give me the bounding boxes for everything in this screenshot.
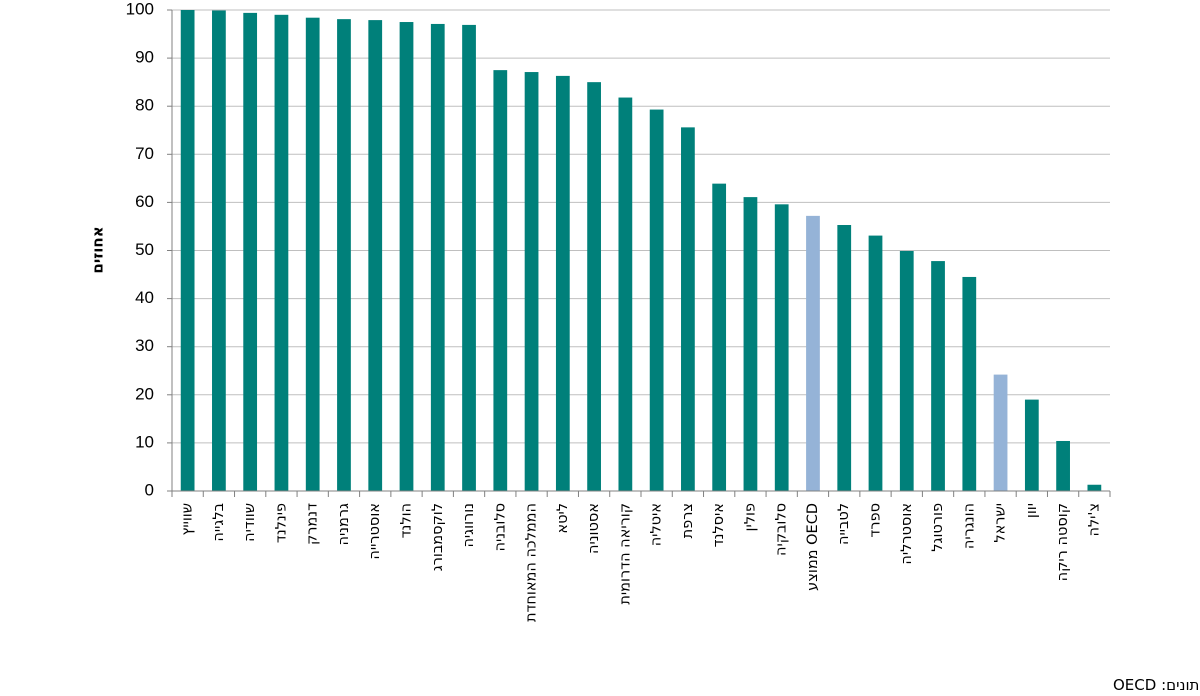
bar xyxy=(180,10,195,491)
x-tick-label: נורווגיה xyxy=(461,503,477,548)
x-tick-label: שווייץ xyxy=(180,503,196,535)
x-tick-label: צ'ילה xyxy=(1086,503,1102,537)
bar xyxy=(1024,399,1039,491)
bar xyxy=(305,17,320,492)
bar xyxy=(681,127,695,491)
bar xyxy=(993,374,1008,491)
bar xyxy=(274,14,289,492)
x-tick-label: שוודיה xyxy=(242,503,258,542)
y-tick-label: 20 xyxy=(135,384,154,403)
x-tick-label: לטבייה xyxy=(836,503,852,545)
bar xyxy=(837,225,852,491)
bar xyxy=(212,10,226,492)
y-tick-label: 0 xyxy=(145,480,154,499)
x-tick-label: איסלנד xyxy=(711,503,727,547)
x-tick-label: ממוצע OECD xyxy=(805,503,821,591)
bar xyxy=(931,261,945,491)
x-tick-label: סלובניה xyxy=(492,503,508,552)
bar xyxy=(462,24,476,491)
x-tick-label: פינלנד xyxy=(273,503,289,543)
x-tick-label: לוקסמבורג xyxy=(430,503,446,571)
bar xyxy=(368,20,383,491)
x-tick-label: אסטוניה xyxy=(586,503,602,554)
x-tick-label: הונגריה xyxy=(961,503,977,549)
x-tick-label: אוסטרליה xyxy=(899,503,915,565)
y-tick-label: 90 xyxy=(135,48,154,67)
x-tick-label: דנמרק xyxy=(305,503,321,545)
gridlines xyxy=(172,9,1110,444)
y-tick-label: 80 xyxy=(135,96,154,115)
x-tick-label: אוסטרייה xyxy=(367,503,383,560)
x-tick-label: סלובקיה xyxy=(774,503,790,556)
y-tick-label: 10 xyxy=(135,432,154,451)
x-tick-label: קוריאה הדרומית xyxy=(617,503,633,605)
x-tick-label: יוון xyxy=(1024,503,1040,518)
bar xyxy=(712,183,727,492)
bar xyxy=(899,250,914,491)
bar xyxy=(806,215,820,492)
bar xyxy=(555,75,570,491)
bar xyxy=(587,82,601,492)
y-tick-label: 60 xyxy=(135,192,154,211)
y-tick-labels: 0 10 20 30 40 50 60 70 80 90 100 xyxy=(126,0,154,499)
x-tick-label: ישראל xyxy=(993,503,1009,543)
x-tick-label: גרמניה xyxy=(336,503,352,546)
x-tick-labels: שווייץ בלגייה שוודיה פינלנד דנמרק גרמניה אוסטר… xyxy=(180,503,1103,622)
x-tick-label: פולין xyxy=(742,503,758,531)
bar xyxy=(337,19,351,491)
bar xyxy=(649,109,664,491)
x-tick-label: הולנד xyxy=(399,503,415,538)
bar xyxy=(1087,484,1102,491)
bar xyxy=(243,12,258,492)
x-tick-label: ליטא xyxy=(555,503,571,534)
bar xyxy=(493,70,508,491)
bar xyxy=(430,23,445,491)
axes xyxy=(167,9,1111,497)
y-axis-label: אחוזים xyxy=(89,226,107,273)
source-note: מקור הנתונים: OECD xyxy=(1113,676,1200,694)
y-tick-label: 70 xyxy=(135,144,154,163)
x-tick-label: צרפת xyxy=(680,503,696,538)
x-tick-label: פורטוגל xyxy=(930,503,946,552)
bar xyxy=(774,204,789,491)
y-tick-label: 50 xyxy=(135,240,154,259)
bar xyxy=(618,97,633,492)
bars xyxy=(180,10,1102,492)
bar xyxy=(743,197,758,491)
bar xyxy=(868,235,883,491)
x-tick-label: בלגייה xyxy=(211,503,227,542)
x-tick-label: קוסטה ריקה xyxy=(1055,503,1071,581)
bar xyxy=(399,22,414,492)
x-tick-label: איטליה xyxy=(649,503,665,546)
bar xyxy=(524,72,539,491)
y-tick-label: 40 xyxy=(135,288,154,307)
y-tick-label: 30 xyxy=(135,336,154,355)
y-tick-label: 100 xyxy=(126,0,154,18)
bar xyxy=(962,276,977,491)
bar xyxy=(1056,440,1070,491)
x-tick-label: הממלכה המאוחדת xyxy=(524,503,540,622)
x-tick-label: ספרד xyxy=(868,503,884,538)
